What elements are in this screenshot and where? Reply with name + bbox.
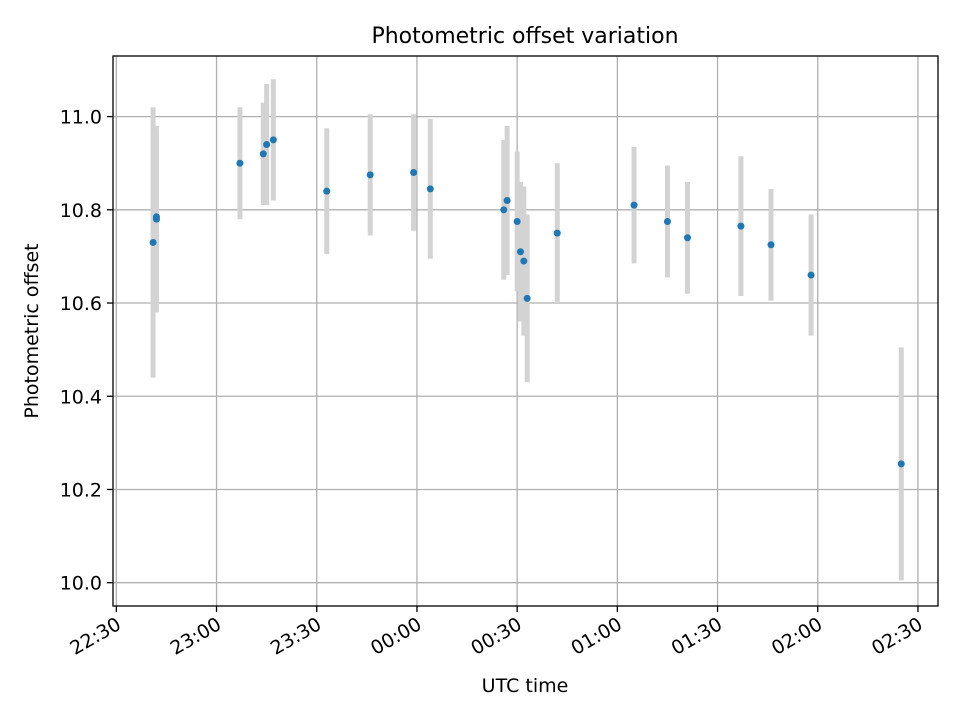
data-point xyxy=(520,257,528,265)
data-point xyxy=(149,238,157,246)
y-tick-label: 10.4 xyxy=(60,386,102,408)
data-point xyxy=(663,217,671,225)
data-point xyxy=(516,248,524,256)
data-point xyxy=(523,294,531,302)
data-point xyxy=(683,234,691,242)
y-axis-label: Photometric offset xyxy=(21,243,43,418)
y-tick-label: 10.6 xyxy=(60,293,102,315)
data-point xyxy=(410,169,418,177)
data-point xyxy=(263,141,271,149)
y-axis-ticks: 10.0 10.2 10.4 10.6 10.8 11.0 xyxy=(60,107,113,595)
chart-title: Photometric offset variation xyxy=(371,24,678,49)
data-point xyxy=(767,241,775,249)
data-point xyxy=(259,150,267,158)
y-tick-label: 11.0 xyxy=(60,107,102,129)
data-point xyxy=(807,271,815,279)
x-axis-label: UTC time xyxy=(482,675,569,697)
data-point xyxy=(553,229,561,237)
data-point xyxy=(513,217,521,225)
data-point xyxy=(630,201,638,209)
data-point xyxy=(503,196,511,204)
data-point xyxy=(897,460,905,468)
data-point xyxy=(426,185,434,193)
y-tick-label: 10.0 xyxy=(60,573,102,595)
data-point xyxy=(366,171,374,179)
data-points xyxy=(149,136,905,468)
data-point xyxy=(236,159,244,167)
plot-frame xyxy=(112,55,939,607)
data-point xyxy=(152,213,160,221)
data-point xyxy=(737,222,745,230)
y-tick-label: 10.2 xyxy=(60,479,102,501)
data-point xyxy=(269,136,277,144)
data-point xyxy=(500,206,508,214)
y-tick-label: 10.8 xyxy=(60,200,102,222)
data-point xyxy=(323,187,331,195)
